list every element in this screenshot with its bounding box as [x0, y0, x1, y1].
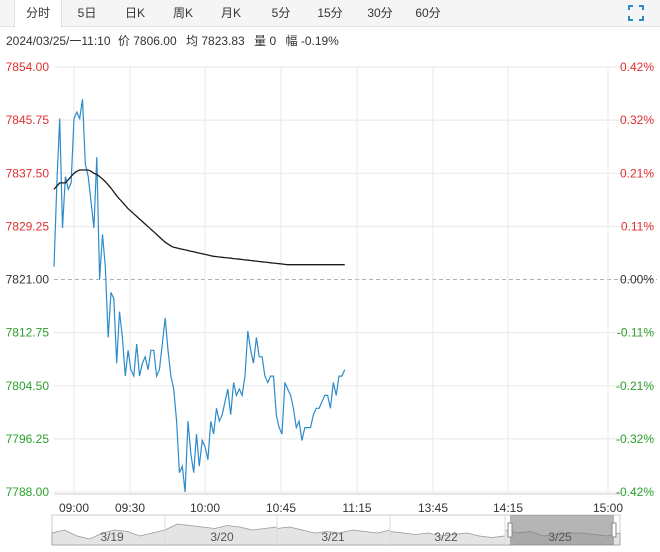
navigator-handle-right	[611, 522, 617, 538]
y-tick-label-left: 7796.25	[6, 432, 50, 446]
x-tick-label: 15:00	[593, 501, 623, 515]
y-tick-label-left: 7821.00	[6, 273, 50, 287]
navigator-date-label: 3/21	[321, 530, 345, 544]
x-tick-label: 09:00	[59, 501, 89, 515]
y-tick-label-right: 0.32%	[620, 113, 654, 127]
tab-30min[interactable]: 30分	[367, 6, 393, 20]
x-tick-label: 10:00	[190, 501, 220, 515]
price-value: 7806.00	[133, 34, 177, 48]
y-tick-label-left: 7845.75	[6, 113, 50, 127]
x-tick-label: 13:45	[418, 501, 448, 515]
y-tick-label-right: 0.11%	[621, 219, 654, 233]
avg-label: 均	[185, 34, 198, 48]
x-tick-label: 11:15	[342, 501, 371, 515]
x-tick-label: 14:15	[493, 501, 523, 515]
tab-5min[interactable]: 5分	[271, 6, 291, 20]
tab-15min[interactable]: 15分	[317, 6, 343, 20]
x-tick-label: 10:45	[266, 501, 296, 515]
y-tick-label-left: 7788.00	[6, 485, 50, 499]
tab-monthly-k[interactable]: 月K	[220, 6, 241, 20]
chart-svg: 7854.00 0.42% 7845.75 0.32% 7837.50 0.21% 7829…	[6, 60, 657, 546]
tab-60min[interactable]: 60分	[415, 6, 441, 20]
quote-info-bar: 2024/03/25/一11:10 价 7806.00 均 7823.83 量 …	[6, 32, 339, 49]
navigator-date-label: 3/19	[100, 530, 124, 544]
intraday-chart[interactable]: 7854.00 0.42% 7845.75 0.32% 7837.50 0.21% 7829…	[0, 55, 660, 549]
y-tick-label-right: -0.21%	[616, 379, 654, 393]
volume-value: 0	[269, 34, 277, 48]
volume-label: 量	[254, 34, 267, 48]
tab-weekly-k[interactable]: 周K	[172, 6, 193, 20]
price-label: 价	[117, 34, 130, 48]
quote-datetime: 2024/03/25/一11:10	[6, 34, 111, 48]
change-value: -0.19%	[300, 34, 339, 48]
tab-5day[interactable]: 5日	[77, 6, 97, 20]
y-tick-label-left: 7837.50	[6, 166, 50, 180]
y-tick-label-right: -0.32%	[616, 432, 654, 446]
y-tick-label-left: 7804.50	[6, 379, 50, 393]
navigator-selection	[510, 515, 614, 545]
avg-value: 7823.83	[201, 34, 245, 48]
tab-daily-k[interactable]: 日K	[124, 6, 145, 20]
fullscreen-icon[interactable]	[628, 5, 644, 21]
y-tick-label-right: -0.11%	[617, 326, 654, 340]
y-tick-label-left: 7829.25	[6, 219, 50, 233]
period-tab-bar: 分时 5日 日K 周K 月K 5分 15分 30分 60分	[0, 0, 660, 28]
average-series-line	[53, 169, 345, 266]
y-tick-label-right: -0.42%	[616, 485, 654, 499]
y-tick-label-left: 7812.75	[6, 326, 50, 340]
y-tick-label-left: 7854.00	[6, 60, 50, 74]
tab-intraday[interactable]: 分时	[14, 0, 62, 28]
y-tick-label-right: 0.00%	[620, 273, 654, 287]
y-tick-label-right: 0.42%	[620, 60, 654, 74]
navigator-handle-left	[507, 522, 513, 538]
x-tick-label: 09:30	[115, 501, 145, 515]
navigator-date-label: 3/25	[548, 530, 572, 544]
change-label: 幅	[285, 34, 298, 48]
navigator-date-label: 3/20	[210, 530, 234, 544]
y-tick-label-right: 0.21%	[620, 166, 654, 180]
price-series-line	[53, 99, 346, 493]
navigator-date-label: 3/22	[434, 530, 458, 544]
